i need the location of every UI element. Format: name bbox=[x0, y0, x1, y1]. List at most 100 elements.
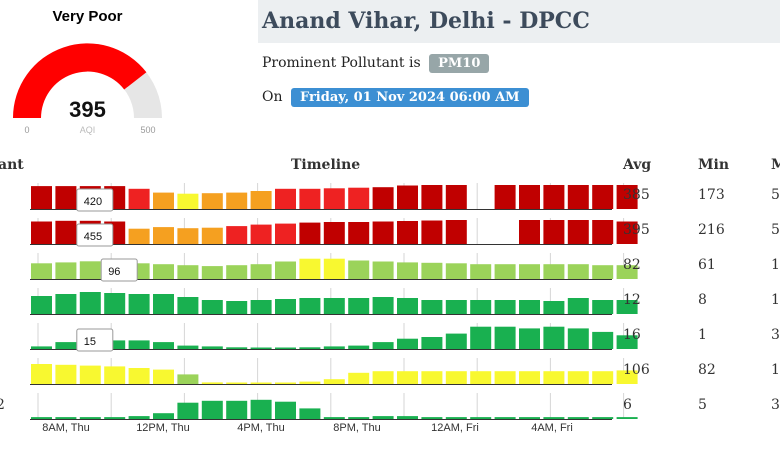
timeline-bar[interactable] bbox=[323, 417, 345, 419]
timeline-bar[interactable] bbox=[519, 185, 540, 209]
timeline-bar[interactable] bbox=[372, 261, 394, 280]
timeline-bar[interactable] bbox=[153, 342, 174, 349]
timeline-bar[interactable] bbox=[177, 297, 199, 314]
timeline-bar[interactable] bbox=[250, 300, 272, 314]
timeline-bar[interactable] bbox=[616, 221, 638, 245]
timeline-bar[interactable] bbox=[494, 185, 516, 209]
timeline-bar[interactable] bbox=[372, 187, 394, 209]
timeline-bar[interactable] bbox=[421, 337, 443, 349]
timeline-bar[interactable] bbox=[372, 221, 394, 245]
timeline-bar[interactable] bbox=[616, 300, 638, 314]
timeline-bar[interactable] bbox=[543, 301, 565, 314]
timeline-bar[interactable] bbox=[128, 416, 150, 419]
timeline-bar[interactable] bbox=[79, 417, 101, 419]
timeline-bar[interactable] bbox=[299, 347, 321, 349]
timeline-bar[interactable] bbox=[445, 333, 467, 349]
timeline-bar[interactable] bbox=[592, 300, 614, 314]
timeline-bar[interactable] bbox=[104, 366, 126, 384]
timeline-bar[interactable] bbox=[55, 364, 77, 384]
timeline-bar[interactable] bbox=[616, 185, 638, 209]
timeline-bar[interactable] bbox=[519, 264, 540, 279]
timeline-bar[interactable] bbox=[299, 258, 321, 279]
timeline-bar[interactable] bbox=[201, 193, 223, 209]
timeline-bar[interactable] bbox=[470, 371, 492, 384]
timeline-bar[interactable] bbox=[177, 265, 199, 279]
timeline-bar[interactable] bbox=[104, 417, 126, 419]
timeline-bar[interactable] bbox=[543, 417, 565, 419]
timeline-bar[interactable] bbox=[567, 264, 589, 279]
timeline-bar[interactable] bbox=[397, 338, 418, 349]
timeline-bar[interactable] bbox=[421, 220, 443, 245]
timeline-bar[interactable] bbox=[470, 300, 492, 314]
timeline-bar[interactable] bbox=[226, 382, 248, 385]
timeline-bar[interactable] bbox=[372, 342, 394, 349]
timeline-bar[interactable] bbox=[55, 262, 77, 279]
timeline-bar[interactable] bbox=[177, 193, 199, 209]
timeline-bar[interactable] bbox=[592, 220, 614, 244]
timeline-bar[interactable] bbox=[567, 298, 589, 314]
timeline-bar[interactable] bbox=[128, 340, 150, 349]
timeline-bar[interactable] bbox=[470, 417, 492, 419]
timeline-bar[interactable] bbox=[323, 258, 345, 279]
timeline-bar[interactable] bbox=[470, 326, 492, 349]
timeline-bar[interactable] bbox=[79, 261, 101, 279]
timeline-bar[interactable] bbox=[177, 228, 199, 244]
timeline-bar[interactable] bbox=[592, 331, 614, 349]
timeline-bar[interactable] bbox=[543, 326, 565, 349]
timeline-bar[interactable] bbox=[348, 187, 370, 209]
timeline-bar[interactable] bbox=[421, 185, 443, 209]
timeline-bar[interactable] bbox=[128, 368, 150, 384]
timeline-bar[interactable] bbox=[153, 294, 174, 314]
timeline-bar[interactable] bbox=[226, 226, 248, 244]
timeline-bar[interactable] bbox=[592, 185, 614, 209]
timeline-bar[interactable] bbox=[153, 369, 174, 384]
timeline-bar[interactable] bbox=[128, 294, 150, 314]
timeline-bar[interactable] bbox=[494, 264, 516, 279]
timeline-bar[interactable] bbox=[494, 300, 516, 314]
timeline-bar[interactable] bbox=[275, 347, 296, 350]
timeline-bar[interactable] bbox=[250, 399, 272, 419]
timeline-bar[interactable] bbox=[201, 400, 223, 419]
timeline-bar[interactable] bbox=[201, 382, 223, 384]
timeline-bar[interactable] bbox=[55, 220, 77, 244]
timeline-bar[interactable] bbox=[226, 347, 248, 349]
timeline-bar[interactable] bbox=[543, 185, 565, 209]
timeline-bar[interactable] bbox=[567, 220, 589, 244]
timeline-bar[interactable] bbox=[299, 188, 321, 209]
timeline-bar[interactable] bbox=[153, 227, 174, 244]
timeline-bar[interactable] bbox=[445, 263, 467, 279]
timeline-bar[interactable] bbox=[55, 342, 77, 349]
timeline-bar[interactable] bbox=[348, 298, 370, 314]
timeline-bar[interactable] bbox=[250, 382, 272, 385]
timeline-bar[interactable] bbox=[201, 227, 223, 244]
timeline-bar[interactable] bbox=[421, 371, 443, 384]
timeline-bar[interactable] bbox=[616, 370, 638, 384]
timeline-bar[interactable] bbox=[153, 192, 174, 209]
timeline-bar[interactable] bbox=[299, 381, 321, 384]
timeline-bar[interactable] bbox=[31, 417, 52, 419]
timeline-bar[interactable] bbox=[543, 371, 565, 384]
timeline-bar[interactable] bbox=[372, 416, 394, 419]
timeline-bar[interactable] bbox=[250, 264, 272, 279]
timeline-bar[interactable] bbox=[397, 221, 418, 244]
timeline-bar[interactable] bbox=[31, 346, 52, 349]
timeline-bar[interactable] bbox=[201, 266, 223, 279]
timeline-bar[interactable] bbox=[104, 293, 126, 314]
timeline-bar[interactable] bbox=[323, 346, 345, 349]
timeline-bar[interactable] bbox=[397, 298, 418, 314]
timeline-bar[interactable] bbox=[201, 346, 223, 349]
timeline-bar[interactable] bbox=[348, 417, 370, 419]
timeline-bar[interactable] bbox=[616, 335, 638, 349]
timeline-bar[interactable] bbox=[128, 188, 150, 209]
timeline-bar[interactable] bbox=[275, 261, 296, 280]
timeline-bar[interactable] bbox=[55, 417, 77, 419]
timeline-bar[interactable] bbox=[250, 191, 272, 209]
timeline-bar[interactable] bbox=[177, 374, 199, 384]
timeline-bar[interactable] bbox=[79, 365, 101, 384]
timeline-bar[interactable] bbox=[128, 228, 150, 244]
timeline-bar[interactable] bbox=[31, 296, 52, 314]
timeline-bar[interactable] bbox=[226, 192, 248, 209]
timeline-bar[interactable] bbox=[275, 223, 296, 244]
timeline-bar[interactable] bbox=[348, 345, 370, 349]
timeline-bar[interactable] bbox=[275, 401, 296, 419]
